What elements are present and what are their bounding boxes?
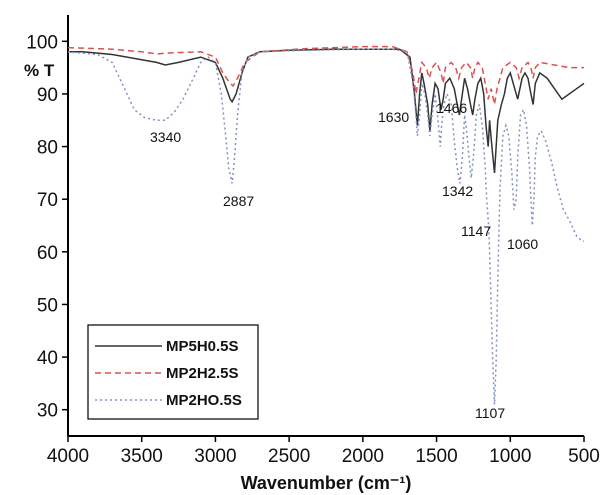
annotation-1147: 1147: [461, 223, 491, 239]
annotation-2887: 2887: [223, 193, 254, 209]
annotation-1107: 1107: [475, 405, 505, 421]
annotation-1342: 1342: [442, 183, 473, 199]
y-tick-label: 50: [37, 295, 58, 316]
legend-label-mp5h0-5s: MP5H0.5S: [166, 338, 239, 355]
plot-axes: [67, 15, 584, 437]
x-tick-label: 3500: [121, 446, 163, 467]
axis-ticks: 4000 3500 3000 2500 2000 1500 1000 500 30 40 50 60 7…: [26, 32, 600, 467]
x-axis-label: Wavenumber (cm⁻¹): [241, 473, 412, 493]
y-tick-label: 40: [37, 348, 58, 369]
x-tick-label: 1000: [489, 446, 531, 467]
annotation-1466: 1466: [436, 100, 467, 116]
legend: MP5H0.5S MP2H2.5S MP2HO.5S: [87, 324, 259, 420]
y-axis-label: % T: [24, 61, 55, 80]
x-tick-label: 3000: [194, 446, 236, 467]
annotation-1630: 1630: [378, 109, 409, 125]
y-tick-label: 60: [37, 243, 58, 264]
y-tick-label: 90: [37, 85, 58, 106]
x-tick-label: 2000: [342, 446, 384, 467]
series-layer: [67, 45, 585, 405]
series-line-mp2ho-5s: [67, 48, 584, 405]
series-line-mp2h2-5s: [67, 45, 584, 105]
legend-label-mp2ho-5s: MP2HO.5S: [166, 392, 242, 409]
annotation-3340: 3340: [150, 129, 181, 145]
annotation-1060: 1060: [507, 236, 538, 252]
y-tick-label: 70: [37, 190, 58, 211]
x-tick-label: 1500: [415, 446, 457, 467]
x-tick-label: 500: [568, 446, 600, 467]
x-tick-label: 2500: [268, 446, 310, 467]
series-line-mp5h0-5s: [68, 48, 585, 173]
y-tick-label: 30: [37, 401, 58, 422]
legend-label-mp2h2-5s: MP2H2.5S: [166, 365, 239, 382]
x-tick-label: 4000: [47, 446, 89, 467]
y-tick-label: 80: [37, 138, 58, 159]
y-tick-label: 100: [26, 32, 58, 53]
